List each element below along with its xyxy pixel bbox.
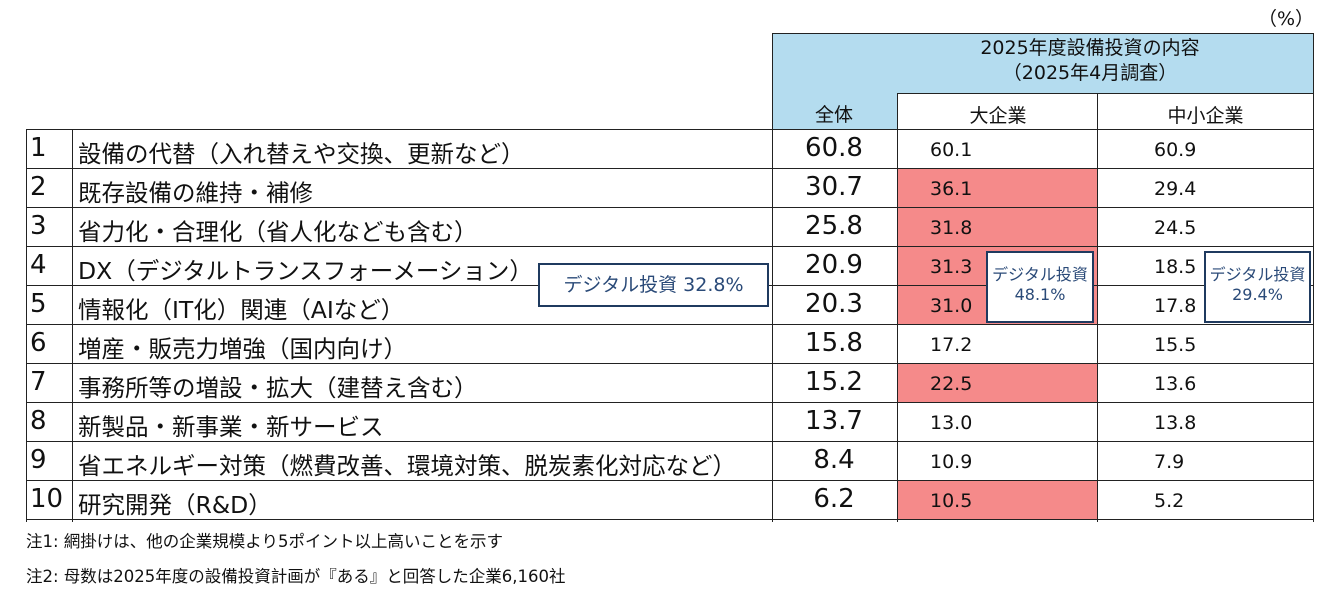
row-divider (26, 324, 1313, 325)
row-label: 設備の代替（入れ替えや交換、更新など） (78, 140, 525, 168)
row-large: 36.1 (930, 178, 973, 200)
row-divider (26, 441, 1313, 442)
col-line-left (26, 129, 27, 522)
note-1: 注1: 網掛けは、他の企業規模より5ポイント以上高いことを示す (26, 532, 503, 551)
row-total: 8.4 (813, 445, 855, 475)
row-large: 31.8 (930, 217, 973, 239)
row-total: 60.8 (805, 133, 863, 163)
callout-large-line1: デジタル投資 (992, 265, 1088, 284)
header-col-total: 全体 (814, 104, 853, 126)
row-sme: 18.5 (1154, 256, 1197, 278)
header-col-sme: 中小企業 (1167, 105, 1244, 127)
row-large: 31.3 (930, 256, 973, 278)
highlight-cell (898, 169, 1097, 207)
row-number: 9 (30, 445, 47, 475)
unit-label: （%） (1258, 8, 1315, 30)
row-label: 情報化（IT化）関連（AIなど） (78, 296, 405, 324)
row-sme: 5.2 (1154, 490, 1185, 512)
row-divider (26, 168, 1313, 169)
row-total: 25.8 (805, 211, 863, 241)
row-sme: 7.9 (1154, 451, 1185, 473)
header-subcols-bg (898, 94, 1313, 129)
row-number: 4 (30, 250, 47, 280)
header-col-large: 大企業 (969, 105, 1027, 127)
header-border-top (772, 33, 1313, 34)
row-divider (26, 480, 1313, 481)
row-sme: 13.6 (1154, 373, 1197, 395)
table-border-top (26, 129, 1313, 130)
row-divider (26, 402, 1313, 403)
row-number: 2 (30, 172, 47, 202)
row-divider (26, 519, 1313, 520)
highlight-cell (898, 481, 1097, 519)
row-sme: 60.9 (1154, 139, 1197, 161)
row-number: 5 (30, 289, 47, 319)
row-label: 研究開発（R&D） (78, 491, 272, 519)
row-sme: 24.5 (1154, 217, 1197, 239)
row-number: 6 (30, 328, 47, 358)
row-total: 13.7 (805, 406, 863, 436)
callout-sme-digital: デジタル投資 29.4% (1204, 251, 1311, 323)
callout-sme-line2: 29.4% (1232, 285, 1283, 304)
row-label: 事務所等の増設・拡大（建替え含む） (78, 374, 478, 402)
highlight-cell (898, 364, 1097, 402)
callout-total-digital: デジタル投資 32.8% (538, 263, 769, 307)
row-label: DX（デジタルトランスフォーメーション） (78, 257, 533, 285)
row-label: 新製品・新事業・新サービス (78, 413, 384, 441)
row-large: 13.0 (930, 412, 973, 434)
row-label: 省エネルギー対策（燃費改善、環境対策、脱炭素化対応など） (78, 452, 736, 480)
row-sme: 29.4 (1154, 178, 1197, 200)
row-label: 既存設備の維持・補修 (78, 179, 313, 207)
col-line-large (1097, 93, 1098, 522)
row-large: 10.9 (930, 451, 973, 473)
row-label: 省力化・合理化（省人化なども含む） (78, 218, 478, 246)
col-line-num (72, 129, 73, 522)
row-total: 20.3 (805, 289, 863, 319)
row-number: 10 (30, 484, 64, 514)
row-large: 10.5 (930, 490, 973, 512)
col-line-total (897, 93, 898, 522)
callout-sme-line1: デジタル投資 (1209, 265, 1306, 284)
callout-large-line2: 48.1% (1014, 285, 1066, 304)
row-sme: 13.8 (1154, 412, 1197, 434)
header-border-mid (898, 93, 1313, 94)
row-number: 1 (30, 133, 47, 163)
row-divider (26, 246, 1313, 247)
row-number: 3 (30, 211, 47, 241)
header-title-line1: 2025年度設備投資の内容 (980, 37, 1200, 59)
row-large: 17.2 (930, 334, 973, 356)
col-line-right (1313, 33, 1314, 522)
note-2: 注2: 母数は2025年度の設備投資計画が『ある』と回答した企業6,160社 (26, 567, 566, 586)
row-number: 7 (30, 367, 47, 397)
row-large: 22.5 (930, 373, 973, 395)
row-large: 60.1 (930, 139, 973, 161)
row-total: 6.2 (813, 484, 855, 514)
callout-large-digital: デジタル投資 48.1% (986, 251, 1094, 323)
row-total: 20.9 (805, 250, 863, 280)
row-total: 15.2 (805, 367, 863, 397)
row-total: 15.8 (805, 328, 863, 358)
highlight-cell (898, 208, 1097, 246)
header-title-line2: （2025年4月調査） (1002, 62, 1178, 84)
row-divider (26, 363, 1313, 364)
row-number: 8 (30, 406, 47, 436)
row-large: 31.0 (930, 295, 973, 317)
row-label: 増産・販売力増強（国内向け） (78, 335, 407, 363)
row-sme: 15.5 (1154, 334, 1197, 356)
col-line-label (772, 33, 773, 522)
row-total: 30.7 (805, 172, 863, 202)
row-sme: 17.8 (1154, 295, 1197, 317)
row-divider (26, 207, 1313, 208)
